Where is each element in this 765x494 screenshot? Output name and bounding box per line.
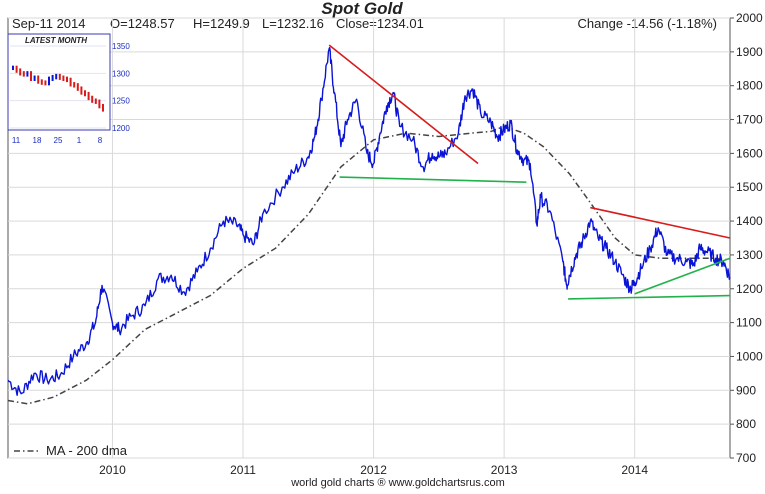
moving-average-layer: [7, 125, 731, 405]
ma-legend-label: MA - 200 dma: [46, 443, 128, 458]
support-trendline: [568, 294, 731, 300]
inset-x-tick-label: 11: [12, 136, 21, 145]
y-tick-label: 1900: [736, 45, 763, 59]
inset-title: LATEST MONTH: [25, 36, 87, 45]
y-tick-label: 2000: [736, 11, 763, 25]
y-tick-label: 1800: [736, 79, 763, 93]
y-tick-label: 1000: [736, 349, 763, 363]
x-tick-label: 2014: [621, 463, 648, 477]
ma-series-line: [7, 125, 731, 405]
header-open: O=1248.57: [110, 16, 175, 31]
y-axis: 700 800 900 1000 1100 1200 1300 1400 1500 1600 170…: [730, 11, 763, 465]
x-axis: 2010 2011 2012 2013 2014: [99, 463, 648, 477]
y-tick-label: 1200: [736, 282, 763, 296]
y-tick-label: 800: [736, 417, 756, 431]
header-close: Close=1234.01: [336, 16, 424, 31]
y-tick-label: 900: [736, 383, 756, 397]
header-date: Sep-11 2014: [12, 16, 86, 31]
x-tick-label: 2011: [230, 463, 256, 477]
y-tick-label: 1400: [736, 214, 763, 228]
resistance-trendline: [328, 44, 479, 165]
inset-frame: [7, 33, 111, 131]
grid-lines: [8, 17, 730, 459]
resistance-trendline: [590, 206, 731, 239]
inset-x-tick-label: 25: [54, 136, 63, 145]
y-tick-label: 1100: [736, 316, 762, 330]
inset-y-tick-label: 1200: [112, 124, 130, 133]
trendline-layer: [328, 44, 731, 300]
y-tick-label: 1700: [736, 113, 763, 127]
x-tick-label: 2010: [99, 463, 126, 477]
inset-y-tick-label: 1300: [112, 69, 130, 78]
y-tick-label: 1600: [736, 146, 763, 160]
x-tick-label: 2013: [491, 463, 518, 477]
support-trendline: [634, 257, 731, 295]
footer-credit: world gold charts ® www.goldchartsrus.co…: [290, 477, 505, 489]
ma-legend: MA - 200 dma: [14, 443, 128, 458]
y-tick-label: 1300: [736, 248, 763, 262]
inset-y-tick-label: 1350: [112, 42, 130, 51]
inset-x-tick-label: 18: [33, 136, 42, 145]
price-series-line: [7, 46, 731, 396]
header-high: H=1249.9: [193, 16, 250, 31]
support-trendline: [339, 176, 527, 183]
inset-x-tick-label: 1: [77, 136, 82, 145]
inset-x-tick-label: 8: [98, 136, 103, 145]
plot-area: [7, 17, 731, 459]
y-tick-label: 700: [736, 451, 756, 465]
price-layer: [7, 46, 731, 396]
x-tick-label: 2012: [360, 463, 387, 477]
chart-title: Spot Gold: [321, 0, 403, 18]
inset-y-tick-label: 1250: [112, 97, 130, 106]
y-tick-label: 1500: [736, 180, 763, 194]
header-low: L=1232.16: [262, 16, 324, 31]
header-change: Change -14.56 (-1.18%): [578, 16, 717, 31]
